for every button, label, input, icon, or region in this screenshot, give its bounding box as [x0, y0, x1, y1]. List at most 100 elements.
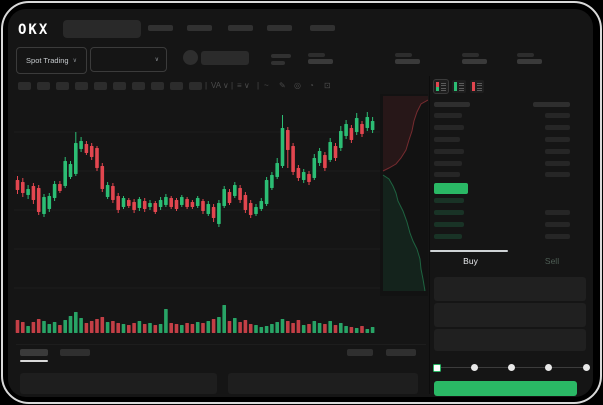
bottom-tab-indicator [20, 360, 48, 362]
bid-row-price-skeleton[interactable] [434, 234, 462, 239]
submit-order-button[interactable] [434, 381, 577, 396]
slider-handle[interactable] [433, 363, 441, 372]
icon-color-column [472, 82, 475, 91]
ask-row-size-skeleton[interactable] [545, 113, 570, 118]
icon-line [441, 87, 446, 89]
icon-line [459, 85, 464, 87]
ask-row-price-skeleton[interactable] [434, 125, 464, 130]
ask-row-size-skeleton[interactable] [545, 172, 570, 177]
display-mode-dropdown[interactable]: ≡ ∨ [237, 81, 250, 90]
slider-stop[interactable] [545, 364, 553, 371]
toolbar-divider[interactable]: | [231, 81, 234, 90]
order-input-field[interactable] [434, 277, 586, 301]
draw-icon[interactable]: ✎ [279, 81, 286, 90]
nav-item-skeleton[interactable] [267, 25, 292, 31]
tab-buy[interactable]: Buy [463, 256, 478, 266]
bottom-chip-skeleton[interactable] [347, 349, 373, 356]
ask-row-size-skeleton[interactable] [545, 125, 570, 130]
slider-stop[interactable] [470, 364, 478, 371]
icon-line [477, 85, 482, 87]
orderbook-asks-icon[interactable] [470, 80, 484, 93]
bottom-tab-skeleton[interactable] [20, 349, 48, 356]
tab-sell[interactable]: Sell [544, 256, 560, 266]
stat-label-skeleton [462, 53, 479, 57]
icon-line [477, 87, 482, 89]
search-bar[interactable] [63, 20, 141, 38]
last-price-pill[interactable] [434, 183, 468, 194]
bottom-panel[interactable] [20, 373, 217, 394]
stat-value-skeleton [462, 59, 487, 64]
timeframe-skeleton[interactable] [94, 82, 107, 90]
slider-stop[interactable] [582, 364, 590, 371]
ask-row-price-skeleton[interactable] [434, 172, 460, 177]
timeframe-skeleton[interactable] [56, 82, 69, 90]
history-icon[interactable]: ◔ [309, 81, 314, 90]
stat-label-skeleton [517, 53, 534, 57]
orderbook-bids-icon[interactable] [452, 80, 466, 93]
icon-color-column [436, 82, 439, 91]
ask-row-size-skeleton[interactable] [545, 149, 570, 154]
bid-row-size-skeleton[interactable] [545, 222, 570, 227]
timeframe-skeleton[interactable] [132, 82, 145, 90]
avatar[interactable] [183, 50, 198, 65]
bid-row-price-skeleton[interactable] [434, 210, 464, 215]
timeframe-skeleton[interactable] [151, 82, 164, 90]
bottom-panel[interactable] [228, 373, 418, 394]
icon-line [441, 85, 446, 87]
camera-icon[interactable]: ◎ [294, 81, 301, 90]
chevron-down-icon: ∨ [154, 56, 159, 63]
stat-label-skeleton [308, 53, 325, 57]
toolbar-divider[interactable]: | [205, 81, 208, 90]
ask-row-price-skeleton[interactable] [434, 113, 462, 118]
chart-bottom-divider [16, 344, 426, 345]
nav-item-skeleton[interactable] [228, 25, 253, 31]
stat-label-skeleton [395, 53, 412, 57]
balance-skeleton [271, 54, 291, 58]
ask-row-size-skeleton[interactable] [545, 137, 570, 142]
bid-row-size-skeleton[interactable] [545, 210, 570, 215]
timeframe-skeleton[interactable] [18, 82, 31, 90]
bid-row-size-skeleton[interactable] [545, 234, 570, 239]
bid-row-price-skeleton[interactable] [434, 198, 464, 203]
icon-line [477, 90, 482, 92]
line-type-icon[interactable]: ~ [264, 81, 269, 90]
icon-line [459, 82, 464, 84]
pair-selector-dropdown[interactable]: ∨ [90, 47, 167, 72]
account-pill[interactable] [201, 51, 249, 65]
orderbook-header-skeleton [434, 102, 470, 107]
toolbar-divider[interactable]: | [257, 81, 260, 90]
ask-row-size-skeleton[interactable] [545, 161, 570, 166]
fullscreen-icon[interactable]: ⊡ [324, 81, 331, 90]
ask-row-price-skeleton[interactable] [434, 161, 462, 166]
chevron-down-icon: ∨ [72, 57, 77, 64]
icon-line [477, 82, 482, 84]
nav-item-skeleton[interactable] [148, 25, 173, 31]
balance-skeleton [271, 61, 285, 65]
nav-item-skeleton[interactable] [310, 25, 335, 31]
icon-color-column [454, 82, 457, 91]
timeframe-skeleton[interactable] [170, 82, 183, 90]
panel-divider [429, 76, 430, 394]
timeframe-skeleton[interactable] [189, 82, 202, 90]
timeframe-skeleton[interactable] [75, 82, 88, 90]
timeframe-skeleton[interactable] [37, 82, 50, 90]
ask-row-price-skeleton[interactable] [434, 137, 460, 142]
order-input-field[interactable] [434, 329, 586, 351]
slider-stop[interactable] [508, 364, 515, 371]
icon-line [441, 82, 446, 84]
nav-item-skeleton[interactable] [187, 25, 212, 31]
orderbook-all-icon[interactable] [433, 79, 449, 94]
market-type-selector[interactable]: Spot Trading ∨ [16, 47, 87, 74]
ask-row-price-skeleton[interactable] [434, 149, 464, 154]
indicator-dropdown[interactable]: VA ∨ [211, 81, 229, 90]
bid-row-price-skeleton[interactable] [434, 222, 464, 227]
timeframe-skeleton[interactable] [113, 82, 126, 90]
bottom-chip-skeleton[interactable] [386, 349, 416, 356]
bottom-tab-skeleton[interactable] [60, 349, 90, 356]
candlestick-chart[interactable] [14, 94, 386, 346]
order-input-field[interactable] [434, 303, 586, 327]
depth-overlay [380, 94, 428, 296]
orderbook-header-skeleton [533, 102, 570, 107]
